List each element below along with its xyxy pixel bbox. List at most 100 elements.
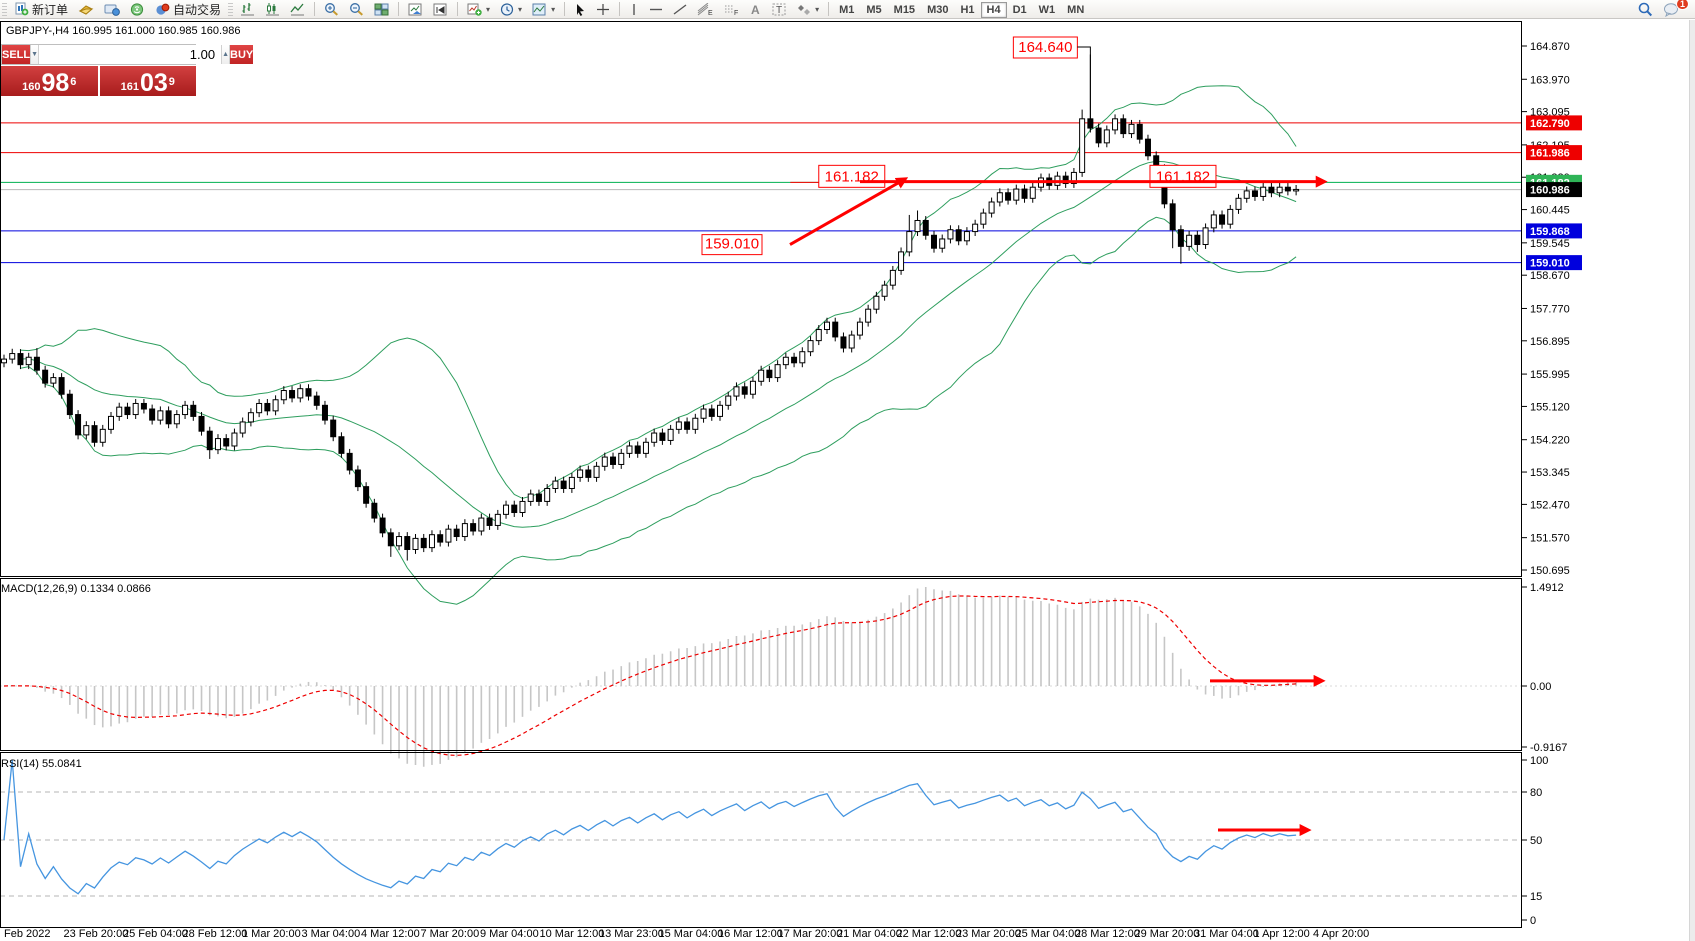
buy-price-prefix: 161: [120, 81, 139, 93]
price-tick: 160.445: [1530, 205, 1570, 217]
step-forward-button[interactable]: [428, 1, 453, 18]
auto-trading-button[interactable]: 自动交易: [150, 1, 226, 18]
time-label: 10 Mar 12:00: [540, 928, 605, 940]
buy-button[interactable]: BUY: [230, 45, 254, 64]
price-tick: 159.545: [1530, 238, 1570, 250]
volume-increase-button[interactable]: ▲: [221, 45, 230, 64]
tile-windows-button[interactable]: [369, 1, 394, 18]
svg-text:F: F: [734, 10, 738, 16]
indicator-window-button[interactable]: [403, 1, 428, 18]
new-order-button[interactable]: 新订单: [9, 1, 73, 18]
cursor-button[interactable]: [569, 1, 591, 18]
rsi-panel: RSI(14) 55.0841 100 80 50 15 0: [0, 755, 1548, 927]
timeframe-h4[interactable]: H4: [980, 2, 1007, 18]
price-tick: 157.770: [1530, 303, 1570, 315]
time-label: Feb 2022: [4, 928, 50, 940]
template-caret: ▾: [551, 4, 556, 14]
hline-tool-button[interactable]: [644, 1, 668, 18]
annotation-low-price[interactable]: [701, 234, 763, 256]
time-label: 1 Apr 12:00: [1254, 928, 1310, 940]
trendline-tool-button[interactable]: [668, 1, 692, 18]
timeframe-m30[interactable]: M30: [927, 4, 949, 16]
text-tool-button[interactable]: A: [744, 1, 767, 18]
timeframe-d1[interactable]: D1: [1012, 4, 1027, 16]
sell-price-prefix: 160: [22, 81, 41, 93]
sell-button[interactable]: SELL: [2, 45, 31, 64]
svg-text:E: E: [708, 10, 713, 16]
signals-button[interactable]: [125, 1, 150, 18]
svg-text:100: 100: [1530, 755, 1548, 767]
timeframe-m5[interactable]: M5: [866, 4, 882, 16]
sell-price-box[interactable]: 160 98 6: [1, 66, 98, 96]
volume-input[interactable]: [39, 45, 222, 64]
zoom-out-icon: [350, 3, 364, 16]
timeframe-w1[interactable]: W1: [1038, 4, 1056, 16]
svg-text:A: A: [751, 3, 760, 16]
svg-text:164.640: 164.640: [1018, 39, 1072, 56]
timeframe-h1[interactable]: H1: [960, 4, 975, 16]
price-tick: 153.345: [1530, 467, 1570, 479]
shapes-caret: ▾: [815, 4, 820, 14]
timeframe-m1[interactable]: M1: [839, 4, 855, 16]
period-button[interactable]: ▾: [495, 1, 527, 18]
step-forward-icon: [433, 3, 447, 15]
grid-tool-icon: F: [725, 5, 738, 16]
volume-decrease-button[interactable]: ▼: [30, 45, 40, 64]
toolbar-grip2[interactable]: [228, 2, 234, 16]
buy-price-box[interactable]: 161 03 9: [99, 66, 196, 96]
cursor-icon: [577, 3, 585, 16]
line-chart-button[interactable]: [285, 1, 310, 18]
add-indicator-button[interactable]: ▾: [462, 1, 495, 18]
time-label: 9 Mar 04:00: [480, 928, 539, 940]
time-label: 28 Feb 12:00: [183, 928, 248, 940]
svg-text:-0.9167: -0.9167: [1530, 742, 1567, 754]
price-tick: 156.895: [1530, 336, 1570, 348]
period-clock-icon: [500, 2, 514, 16]
one-click-trading-panel: SELL ▼ ▲ BUY 160 98 6 161 03 9: [1, 44, 254, 96]
market-button[interactable]: [99, 1, 125, 18]
zoom-in-button[interactable]: [319, 1, 344, 18]
time-label: 13 Mar 23:00: [599, 928, 664, 940]
price-tick: 150.695: [1530, 565, 1570, 577]
add-indicator-icon: [467, 3, 482, 16]
price-tick: 155.120: [1530, 401, 1570, 413]
notifications-button[interactable]: 1: [1658, 0, 1689, 18]
svg-text:162.790: 162.790: [1530, 118, 1570, 130]
candle-chart-button[interactable]: [260, 1, 285, 18]
svg-text:80: 80: [1530, 787, 1542, 799]
shapes-tool-button[interactable]: ▾: [792, 1, 824, 18]
grid-tool-button[interactable]: F: [718, 1, 744, 18]
toolbar-grip[interactable]: [2, 2, 7, 16]
price-axis[interactable]: 164.870163.970163.095162.195161.320160.4…: [1522, 41, 1582, 577]
time-label: 31 Mar 04:00: [1194, 928, 1259, 940]
time-label: 7 Mar 20:00: [421, 928, 480, 940]
crosshair-button[interactable]: [591, 1, 615, 18]
vline-tool-button[interactable]: [624, 1, 644, 18]
bb-middle: [20, 160, 1297, 528]
search-button[interactable]: [1632, 1, 1658, 18]
label-tool-icon: T: [772, 3, 786, 16]
template-button[interactable]: ▾: [527, 1, 560, 18]
time-label: 15 Mar 04:00: [659, 928, 724, 940]
time-label: 28 Mar 12:00: [1075, 928, 1140, 940]
bar-chart-button[interactable]: [235, 1, 260, 18]
styles-icon: [78, 4, 94, 15]
rsi-label: RSI(14) 55.0841: [1, 758, 82, 770]
time-label: 4 Mar 12:00: [361, 928, 420, 940]
trend-arrow-diagonal[interactable]: [789, 177, 909, 246]
new-order-icon: [15, 2, 29, 16]
zoom-out-button[interactable]: [344, 1, 369, 18]
timeframe-mn[interactable]: MN: [1067, 4, 1085, 16]
time-label: 29 Mar 20:00: [1135, 928, 1200, 940]
timeframe-m15[interactable]: M15: [893, 4, 916, 16]
rsi-line: [3, 759, 1297, 895]
auto-trading-label: 自动交易: [173, 2, 222, 17]
market-icon: [104, 4, 120, 16]
label-tool-button[interactable]: T: [767, 1, 792, 18]
styles-button[interactable]: [73, 1, 99, 18]
time-label: 21 Mar 04:00: [837, 928, 902, 940]
fibonacci-tool-button[interactable]: E: [692, 1, 718, 18]
